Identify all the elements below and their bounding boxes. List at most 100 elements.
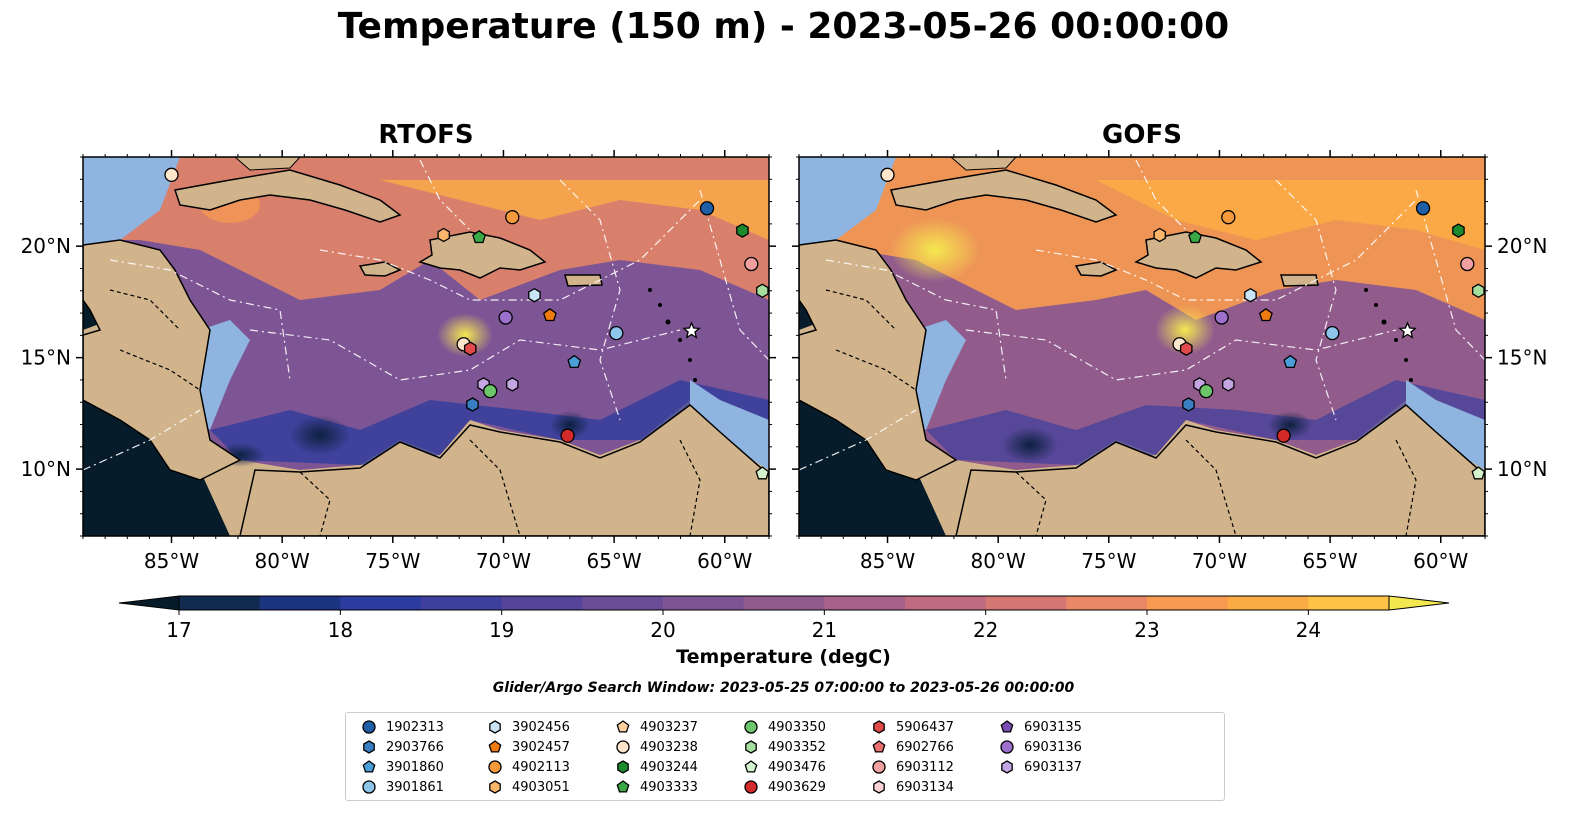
- legend-label: 4903244: [640, 759, 698, 775]
- legend-label: 3902456: [512, 719, 570, 735]
- legend-label: 6903135: [1024, 719, 1082, 735]
- colorbar-tick-label: 24: [1296, 618, 1321, 642]
- x-tick-label: 75°W: [1081, 549, 1136, 573]
- legend-label: 3901860: [386, 759, 444, 775]
- hexagon-marker-icon: [745, 740, 757, 754]
- circle-marker-icon: [1000, 740, 1014, 754]
- colorbar-bin: [501, 596, 583, 610]
- legend-marker: [744, 760, 758, 773]
- legend-marker: [363, 740, 375, 754]
- hexagon-marker-icon: [1001, 760, 1013, 774]
- float-marker: [1221, 210, 1236, 225]
- legend-label: 4903350: [768, 719, 826, 735]
- legend-label: 2903766: [386, 739, 444, 755]
- colorbar-bin: [179, 596, 261, 610]
- legend-marker: [872, 740, 886, 753]
- legend-label: 6903134: [896, 779, 954, 795]
- colorbar-bin: [340, 596, 422, 610]
- legend-marker: [362, 720, 376, 734]
- panel-title-rtofs: RTOFS: [378, 120, 474, 150]
- x-tick-label: 85°W: [144, 549, 199, 573]
- colorbar-tick-label: 23: [1134, 618, 1159, 642]
- colorbar-bin: [905, 596, 987, 610]
- legend-entry: 6903137: [998, 757, 1082, 777]
- legend-entry: 6903112: [870, 757, 954, 777]
- legend-entry: 6903136: [998, 737, 1082, 757]
- legend-entry: 4903244: [614, 757, 698, 777]
- legend-marker: [1000, 720, 1014, 733]
- y-tick-label: 10°N: [1497, 457, 1547, 481]
- float-marker: [736, 223, 749, 238]
- colorbar-bin: [743, 596, 825, 610]
- colorbar-label: Temperature (degC): [676, 646, 891, 668]
- legend-entry: 4903333: [614, 777, 698, 797]
- float-marker: [609, 325, 624, 341]
- legend-marker: [873, 720, 885, 734]
- float-marker: [463, 341, 477, 356]
- float-marker: [1222, 377, 1235, 392]
- y-tick-label: 15°N: [21, 346, 71, 370]
- legend-entry: 1902313: [360, 717, 444, 737]
- colorbar-bin: [985, 596, 1067, 610]
- map-gofs: [799, 157, 1485, 536]
- pentagon-marker-icon: [1000, 720, 1014, 733]
- float-marker: [506, 377, 519, 392]
- float-marker: [164, 167, 179, 182]
- map-rtofs: [83, 157, 769, 536]
- colorbar: 17 18 19 20 21 22 23 24: [118, 595, 1450, 642]
- hexagon-marker-icon: [617, 760, 629, 774]
- float-marker: [437, 227, 450, 243]
- x-tick-label: 60°W: [697, 549, 752, 573]
- colorbar-bin: [663, 596, 745, 610]
- legend-label: 3901861: [386, 779, 444, 795]
- legend-marker: [745, 740, 757, 754]
- legend-entry: 4903238: [614, 737, 698, 757]
- float-marker: [1153, 227, 1166, 243]
- circle-marker-icon: [872, 760, 886, 774]
- float-marker: [1199, 383, 1214, 399]
- colorbar-extend-low: [118, 595, 180, 611]
- legend-entry: 4903237: [614, 717, 698, 737]
- float-marker: [1325, 325, 1340, 341]
- hexagon-marker-icon: [489, 720, 501, 734]
- legend-marker: [873, 780, 885, 794]
- colorbar-bin: [1066, 596, 1148, 610]
- float-marker: [1276, 428, 1291, 443]
- colorbar-extend-high: [1388, 595, 1450, 611]
- legend-entry: 6902766: [870, 737, 954, 757]
- legend-entry: 4903476: [742, 757, 826, 777]
- float-marker: [1214, 310, 1229, 325]
- hexagon-marker-icon: [873, 720, 885, 734]
- legend-label: 4903352: [768, 739, 826, 755]
- legend-marker: [362, 760, 376, 773]
- float-marker: [699, 201, 715, 216]
- colorbar-tick-label: 22: [973, 618, 998, 642]
- float-marker: [466, 397, 479, 412]
- legend-entry: 4902113: [486, 757, 570, 777]
- legend-label: 4902113: [512, 759, 570, 775]
- pentagon-marker-icon: [488, 740, 502, 753]
- float-marker: [682, 321, 701, 339]
- pentagon-marker-icon: [362, 760, 376, 773]
- legend-label: 5906437: [896, 719, 954, 735]
- pentagon-marker-icon: [616, 780, 630, 793]
- circle-marker-icon: [744, 720, 758, 734]
- legend-label: 6903137: [1024, 759, 1082, 775]
- legend-marker: [744, 720, 758, 734]
- legend-marker: [744, 780, 758, 794]
- float-marker: [483, 383, 498, 399]
- legend-marker: [872, 760, 886, 774]
- float-legend: 1902313 2903766 3901860 3901861 3902456 39024…: [345, 712, 1225, 801]
- float-marker: [528, 287, 541, 303]
- colorbar-bin: [1147, 596, 1229, 610]
- legend-label: 4903476: [768, 759, 826, 775]
- circle-marker-icon: [616, 740, 630, 754]
- float-marker: [472, 229, 487, 244]
- colorbar-tick-label: 17: [166, 618, 191, 642]
- legend-marker: [489, 720, 501, 734]
- legend-marker: [1001, 760, 1013, 774]
- legend-label: 6903112: [896, 759, 954, 775]
- float-marker: [1472, 283, 1485, 299]
- legend-label: 4903238: [640, 739, 698, 755]
